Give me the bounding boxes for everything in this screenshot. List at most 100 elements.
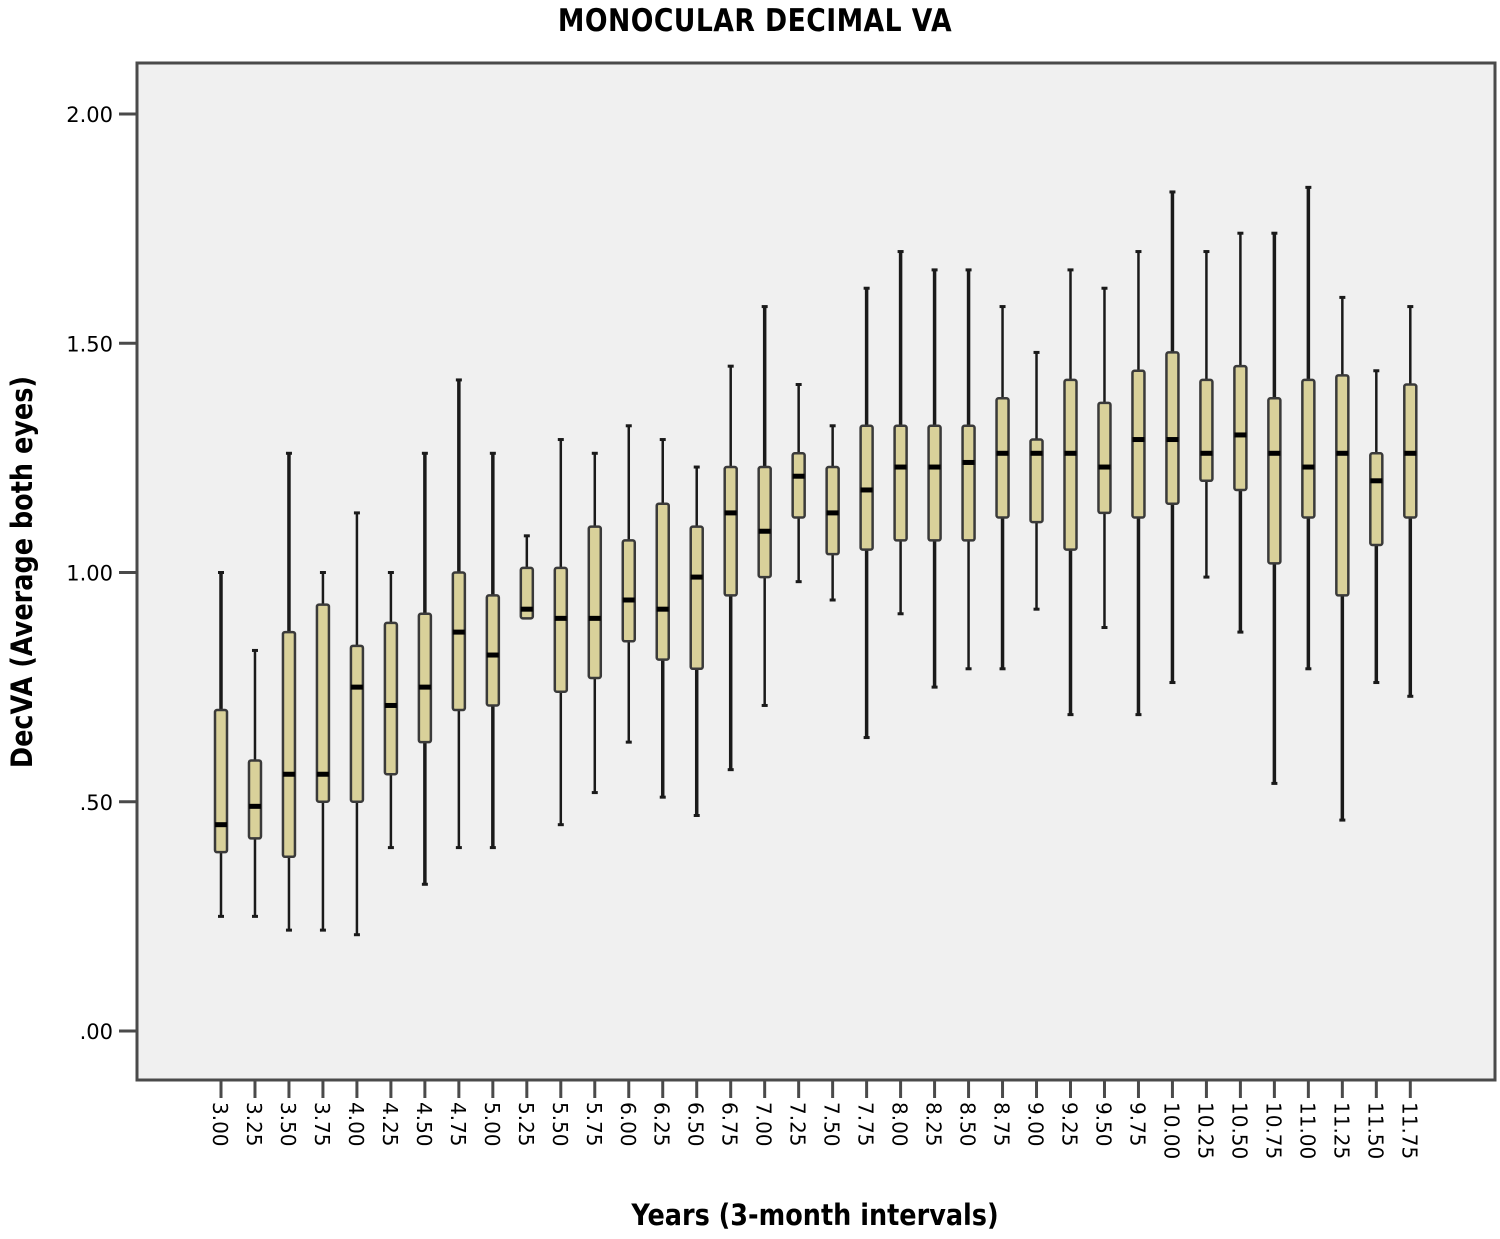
- iqr-box: [1063, 378, 1078, 551]
- iqr-box: [1097, 401, 1112, 515]
- x-tick-label: 9.00: [1024, 1102, 1048, 1147]
- x-tick-label: 8.50: [956, 1102, 980, 1147]
- iqr-box: [1267, 397, 1282, 565]
- x-tick-label: 4.75: [446, 1102, 470, 1147]
- box-plot-7.75: [859, 286, 874, 740]
- iqr-box: [587, 525, 603, 680]
- x-tick-label: 7.25: [786, 1102, 810, 1147]
- x-tick-label: 6.25: [650, 1102, 674, 1147]
- box-plot-4.00: [349, 511, 365, 937]
- iqr-box: [553, 566, 569, 693]
- box-plot-4.25: [383, 571, 399, 850]
- x-tick-label: 5.50: [548, 1102, 572, 1147]
- x-tick-label: 5.75: [582, 1102, 606, 1147]
- iqr-box: [213, 708, 229, 854]
- box-plot-9.00: [1029, 350, 1044, 611]
- box-series: [213, 185, 1418, 937]
- iqr-box: [1233, 364, 1248, 492]
- x-tick-label: 6.50: [684, 1102, 708, 1147]
- iqr-box: [995, 397, 1010, 519]
- x-tick-label: 8.00: [888, 1102, 912, 1147]
- iqr-box: [1335, 374, 1350, 597]
- box-plot-10.00: [1165, 190, 1180, 685]
- x-tick-label: 10.00: [1159, 1102, 1183, 1159]
- box-plot-10.75: [1267, 231, 1282, 785]
- x-tick-label: 7.00: [752, 1102, 776, 1147]
- x-tick-label: 8.25: [922, 1102, 946, 1147]
- x-tick-label: 10.75: [1261, 1102, 1285, 1159]
- x-tick-label: 3.25: [242, 1102, 266, 1147]
- y-tick-label: 1.50: [66, 332, 113, 356]
- iqr-box: [621, 539, 637, 643]
- box-plot-11.00: [1301, 185, 1316, 671]
- x-tick-label: 3.50: [276, 1102, 300, 1147]
- iqr-box: [1131, 369, 1146, 519]
- x-tick-label: 4.25: [378, 1102, 402, 1147]
- y-tick-label: 2.00: [66, 103, 113, 127]
- box-plot-4.75: [451, 378, 467, 850]
- x-tick-label: 8.75: [990, 1102, 1014, 1147]
- iqr-box: [1029, 438, 1044, 524]
- iqr-box: [757, 465, 772, 579]
- box-plot-7.25: [791, 383, 806, 584]
- box-plot-8.75: [995, 305, 1010, 671]
- box-plot-7.00: [757, 305, 772, 707]
- box-plot-3.00: [213, 571, 229, 918]
- x-tick-label: 5.25: [514, 1102, 538, 1147]
- box-plot-3.25: [247, 648, 263, 918]
- iqr-box: [417, 612, 433, 744]
- x-tick-label: 7.50: [820, 1102, 844, 1147]
- iqr-box: [961, 424, 976, 542]
- x-tick-label: 5.00: [480, 1102, 504, 1147]
- box-plot-8.00: [893, 250, 908, 616]
- box-plot-6.00: [621, 424, 637, 744]
- box-plot-5.00: [485, 451, 501, 850]
- x-tick-label: 10.50: [1227, 1102, 1251, 1159]
- x-tick-label: 11.50: [1363, 1102, 1387, 1159]
- x-tick-label: 11.75: [1397, 1102, 1421, 1159]
- iqr-box: [723, 465, 738, 597]
- box-plot-9.75: [1131, 250, 1146, 717]
- box-plot-6.50: [689, 465, 704, 818]
- x-tick-label: 7.75: [854, 1102, 878, 1147]
- box-plot-8.50: [961, 268, 976, 671]
- box-plot-7.50: [825, 424, 840, 602]
- box-plot-11.75: [1403, 305, 1418, 698]
- iqr-box: [485, 594, 501, 707]
- y-tick-label: 1.00: [66, 562, 113, 586]
- box-plot-3.50: [281, 451, 297, 932]
- iqr-box: [281, 630, 297, 859]
- x-axis: 3.00 3.25 3.50 3.75 4.00 4.25 4.50 4.75 5.00 5.25…: [208, 1080, 1421, 1159]
- box-plot-5.50: [553, 438, 569, 827]
- box-plot-9.25: [1063, 268, 1078, 717]
- iqr-box: [1199, 378, 1214, 483]
- box-plot-11.25: [1335, 295, 1350, 822]
- box-plot-5.25: [519, 534, 535, 620]
- iqr-box: [349, 644, 365, 803]
- iqr-box: [247, 759, 263, 840]
- iqr-box: [655, 502, 670, 661]
- x-tick-label: 3.00: [208, 1102, 232, 1147]
- x-tick-label: 11.25: [1329, 1102, 1353, 1159]
- iqr-box: [383, 621, 399, 776]
- plot-area: [135, 61, 1497, 1082]
- iqr-box: [927, 424, 942, 542]
- x-tick-label: 6.75: [718, 1102, 742, 1147]
- x-tick-label: 11.00: [1295, 1102, 1319, 1159]
- x-tick-label: 4.50: [412, 1102, 436, 1147]
- box-plot-6.25: [655, 438, 670, 799]
- box-plot-9.50: [1097, 286, 1112, 630]
- x-tick-label: 9.50: [1091, 1102, 1115, 1147]
- iqr-box: [689, 525, 704, 671]
- x-tick-label: 3.75: [310, 1102, 334, 1147]
- y-axis: .00 .50 1.00 1.50 2.00: [66, 103, 137, 1044]
- iqr-box: [315, 603, 331, 803]
- box-plot-10.25: [1199, 250, 1214, 579]
- iqr-box: [519, 566, 535, 620]
- x-tick-label: 9.75: [1125, 1102, 1149, 1147]
- box-plot-8.25: [927, 268, 942, 689]
- iqr-box: [1165, 351, 1180, 505]
- box-plot-6.75: [723, 364, 738, 772]
- iqr-box: [451, 571, 467, 712]
